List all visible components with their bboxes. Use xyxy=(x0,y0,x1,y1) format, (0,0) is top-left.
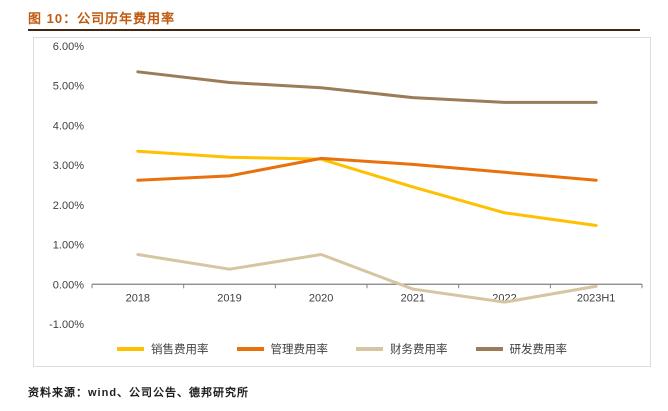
chart-legend: 销售费用率 管理费用率 财务费用率 研发费用率 xyxy=(34,341,650,357)
legend-swatch-icon xyxy=(117,347,144,351)
x-tick-label: 2023H1 xyxy=(577,292,616,304)
chart-svg: 6.00% 5.00% 4.00% 3.00% 2.00% 1.00% 0.00% -1.00… xyxy=(49,41,643,331)
y-tick-label: -1.00% xyxy=(49,319,84,331)
figure-title: 图 10：公司历年费用率 xyxy=(28,11,176,26)
x-tick-label: 2018 xyxy=(126,292,150,304)
legend-item-management: 管理费用率 xyxy=(236,341,329,357)
legend-swatch-icon xyxy=(356,347,383,351)
x-tick-label: 2020 xyxy=(309,292,333,304)
chart-frame: 6.00% 5.00% 4.00% 3.00% 2.00% 1.00% 0.00% -1.00… xyxy=(33,37,651,367)
y-tick-label: 3.00% xyxy=(53,160,84,172)
y-tick-label: 0.00% xyxy=(53,279,84,291)
series-line-finance xyxy=(136,253,598,304)
y-tick-label: 4.00% xyxy=(53,120,84,132)
legend-item-rd: 研发费用率 xyxy=(475,341,568,357)
legend-label: 管理费用率 xyxy=(270,344,329,356)
source-note: 资料来源：wind、公司公告、德邦研究所 xyxy=(28,387,250,399)
legend-label: 财务费用率 xyxy=(390,344,448,356)
legend-swatch-icon xyxy=(236,347,264,351)
series-line-rd xyxy=(136,70,598,104)
legend-label: 销售费用率 xyxy=(151,344,209,356)
x-tick-label: 2019 xyxy=(217,292,241,304)
y-tick-label: 1.00% xyxy=(53,240,84,252)
legend-swatch-icon xyxy=(475,347,503,351)
y-tick-label: 2.00% xyxy=(53,200,84,212)
series-line-management xyxy=(136,156,598,182)
y-tick-label: 5.00% xyxy=(53,81,84,93)
title-underline xyxy=(28,29,640,31)
legend-item-finance: 财务费用率 xyxy=(356,341,448,357)
y-tick-label: 6.00% xyxy=(53,41,84,53)
legend-label: 研发费用率 xyxy=(509,344,568,356)
series-line-sales xyxy=(136,149,598,228)
legend-item-sales: 销售费用率 xyxy=(117,341,209,357)
x-tick-label: 2021 xyxy=(401,292,425,304)
